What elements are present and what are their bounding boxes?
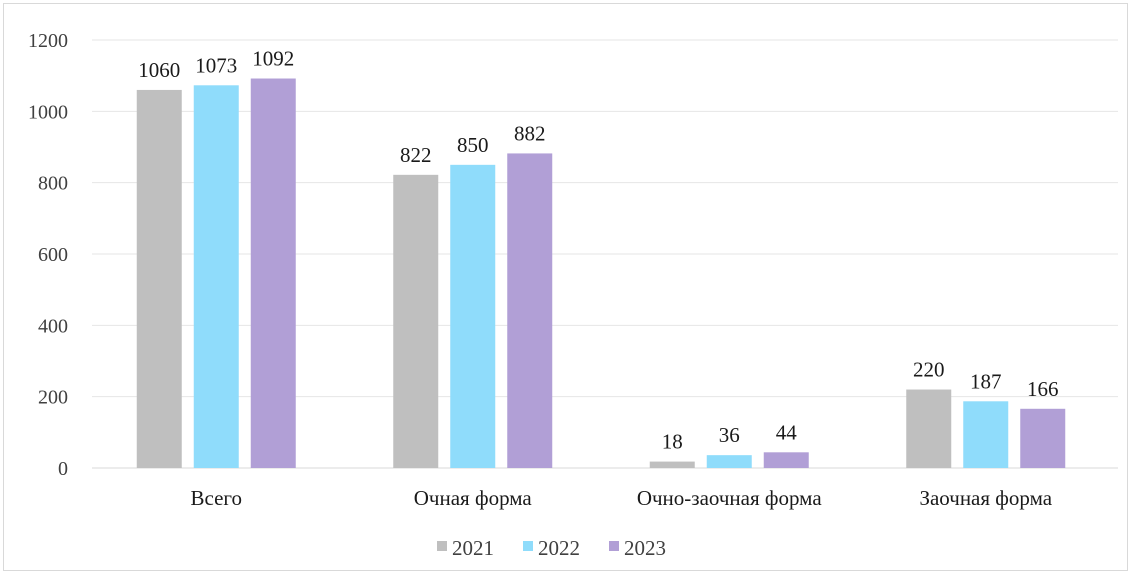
bar-2023-3 — [1020, 408, 1066, 468]
data-label: 850 — [457, 133, 489, 157]
legend-swatch-2023 — [609, 541, 619, 551]
data-label: 44 — [776, 420, 798, 444]
y-tick-label: 800 — [38, 173, 68, 195]
legend: 2021 2022 2023 — [437, 536, 666, 560]
data-label: 220 — [913, 358, 945, 382]
bar-2023-1 — [507, 153, 553, 469]
data-label: 166 — [1027, 377, 1059, 401]
bar-2022-3 — [963, 401, 1009, 468]
bar-2023-2 — [763, 452, 809, 468]
bar-2022-1 — [450, 164, 496, 469]
x-tick-label: Очно-заочная форма — [637, 486, 822, 510]
x-axis: Всего Очная форма Очно-заочная форма Заочна… — [191, 486, 1053, 510]
data-label: 882 — [514, 121, 546, 145]
legend-label: 2021 — [452, 536, 494, 560]
legend-swatch-2021 — [437, 541, 447, 551]
legend-label: 2023 — [624, 536, 666, 560]
chart-frame — [3, 3, 1128, 571]
bar-2021-0 — [136, 89, 182, 468]
data-label: 36 — [719, 423, 740, 447]
data-label: 1073 — [195, 53, 237, 77]
data-label: 1092 — [252, 47, 294, 71]
y-tick-label: 600 — [38, 244, 68, 266]
bar-2022-0 — [193, 85, 239, 469]
y-tick-label: 0 — [58, 458, 68, 480]
bar-2023-0 — [250, 78, 296, 469]
data-label: 1060 — [138, 58, 180, 82]
data-label: 187 — [970, 369, 1002, 393]
data-labels: 1060 1073 1092 822 850 882 18 36 44 220 187 166 — [138, 47, 1058, 454]
y-tick-label: 1200 — [28, 30, 68, 52]
legend-label: 2022 — [538, 536, 580, 560]
data-label: 18 — [662, 430, 683, 454]
y-axis: 0 200 400 600 800 1000 1200 — [28, 30, 68, 480]
data-label: 822 — [400, 143, 432, 167]
bars — [136, 78, 1066, 469]
x-tick-label: Всего — [191, 486, 243, 510]
bar-2021-1 — [393, 174, 439, 468]
y-tick-label: 1000 — [28, 101, 68, 123]
x-tick-label: Очная форма — [414, 486, 533, 510]
bar-2021-3 — [906, 389, 952, 468]
bar-2021-2 — [649, 461, 695, 468]
y-tick-label: 200 — [38, 387, 68, 409]
x-tick-label: Заочная форма — [919, 486, 1052, 510]
legend-swatch-2022 — [523, 541, 533, 551]
y-tick-label: 400 — [38, 315, 68, 337]
bar-2022-2 — [706, 455, 752, 468]
